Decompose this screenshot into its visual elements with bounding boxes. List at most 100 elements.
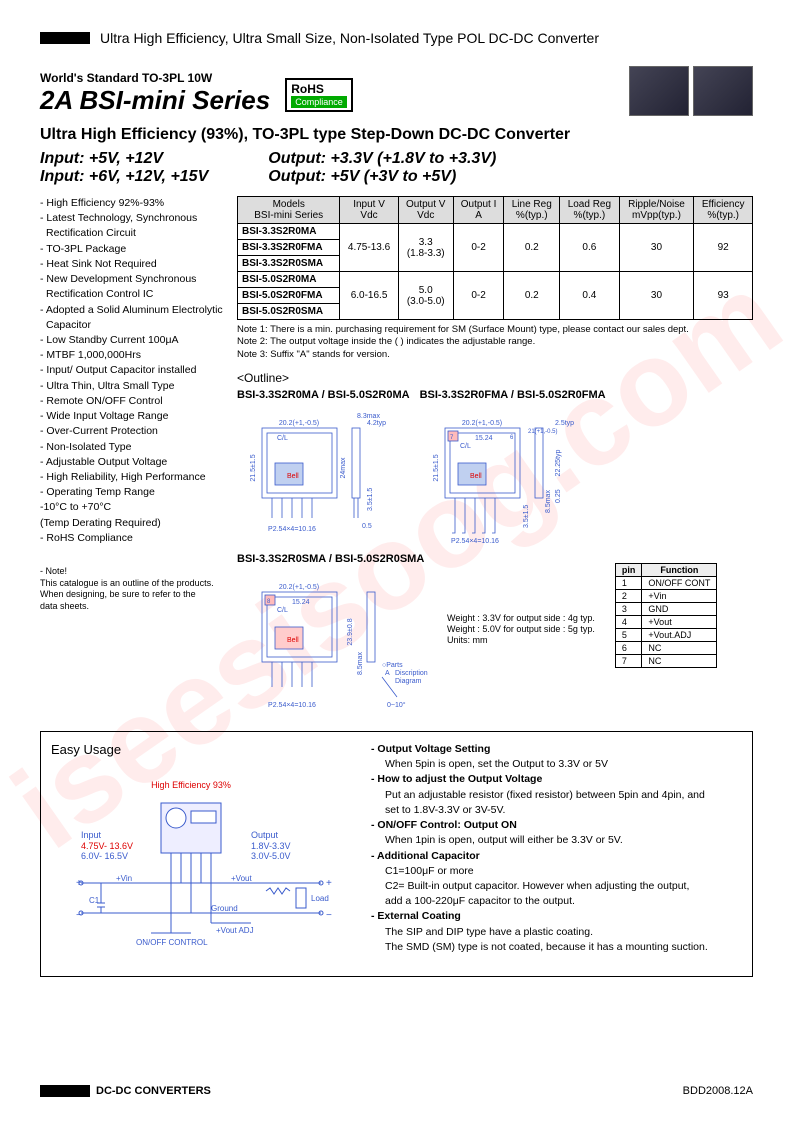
spec-cell: 0.6 bbox=[560, 224, 620, 272]
outline-label-a: BSI-3.3S2R0MA / BSI-5.0S2R0MA bbox=[237, 389, 410, 401]
pin-cell: ON/OFF CONT bbox=[642, 577, 717, 590]
spec-header: Output IA bbox=[453, 197, 504, 224]
feature-item: - Over-Current Protection bbox=[40, 424, 225, 439]
spec-model: BSI-5.0S2R0SMA bbox=[238, 304, 340, 320]
weight-note: Weight : 3.3V for output side : 4g typ. … bbox=[447, 613, 595, 645]
pin-cell: 2 bbox=[615, 590, 642, 603]
table-note: Note 3: Suffix "A" stands for version. bbox=[237, 349, 753, 361]
table-note: Note 1: There is a min. purchasing requi… bbox=[237, 324, 753, 336]
svg-text:ON/OFF CONTROL: ON/OFF CONTROL bbox=[136, 938, 208, 947]
spec-header: Output VVdc bbox=[398, 197, 453, 224]
svg-text:−: − bbox=[76, 910, 82, 921]
spec-header: ModelsBSI-mini Series bbox=[238, 197, 340, 224]
pin-cell: 7 bbox=[615, 655, 642, 668]
spec-model: BSI-3.3S2R0MA bbox=[238, 224, 340, 240]
feature-item: - RoHS Compliance bbox=[40, 531, 225, 546]
svg-text:Bell: Bell bbox=[287, 473, 299, 480]
product-photo-icon bbox=[693, 66, 753, 116]
weight-line: Units: mm bbox=[447, 635, 595, 646]
outline-drawing-a: 20.2(+1,-0.5) 8.3max 4.2typ 21.5±1.5 24m… bbox=[237, 403, 407, 543]
spec-table: ModelsBSI-mini SeriesInput VVdcOutput VV… bbox=[237, 196, 753, 320]
svg-text:P2.54×4=10.16: P2.54×4=10.16 bbox=[268, 526, 316, 533]
svg-text:15.24: 15.24 bbox=[475, 435, 493, 442]
spec-model: BSI-5.0S2R0FMA bbox=[238, 288, 340, 304]
svg-text:Bell: Bell bbox=[470, 473, 482, 480]
catalog-note-line: - Note! bbox=[40, 566, 225, 578]
spec-model: BSI-5.0S2R0MA bbox=[238, 272, 340, 288]
outline-label-b: BSI-3.3S2R0FMA / BSI-5.0S2R0FMA bbox=[420, 389, 606, 401]
rohs-bottom: Compliance bbox=[291, 96, 347, 108]
svg-text:C/L: C/L bbox=[460, 443, 471, 450]
spec-cell: 0-2 bbox=[453, 224, 504, 272]
usage-line: When 5pin is open, set the Output to 3.3… bbox=[371, 757, 742, 772]
svg-text:A: A bbox=[385, 670, 390, 677]
spec-header: Load Reg%(typ.) bbox=[560, 197, 620, 224]
svg-text:15.24: 15.24 bbox=[292, 599, 310, 606]
outline-drawing-c: 20.2(+1,-0.5) 15.24 C/L 8 Bell P2.54×4=1… bbox=[237, 567, 437, 717]
pin-cell: NC bbox=[642, 642, 717, 655]
catalog-note-line: When designing, be sure to refer to the bbox=[40, 589, 225, 601]
feature-item: - Non-Isolated Type bbox=[40, 440, 225, 455]
svg-text:+Vout ADJ: +Vout ADJ bbox=[216, 926, 254, 935]
spec-cell: 5.0(3.0-5.0) bbox=[398, 272, 453, 320]
pin-cell: GND bbox=[642, 603, 717, 616]
top-bar: Ultra High Efficiency, Ultra Small Size,… bbox=[40, 30, 753, 46]
svg-text:2.5typ: 2.5typ bbox=[555, 420, 574, 427]
svg-text:Load: Load bbox=[311, 894, 329, 903]
header-row: World's Standard TO-3PL 10W 2A BSI-mini … bbox=[40, 66, 753, 116]
product-photos bbox=[629, 66, 753, 116]
svg-text:C1: C1 bbox=[89, 896, 100, 905]
svg-text:P2.54×4=10.16: P2.54×4=10.16 bbox=[451, 538, 499, 543]
pin-cell: NC bbox=[642, 655, 717, 668]
usage-line: When 1pin is open, output will either be… bbox=[371, 833, 742, 848]
footer: DC-DC CONVERTERS BDD2008.12A bbox=[40, 1085, 753, 1097]
svg-text:1.8V-3.3V: 1.8V-3.3V bbox=[251, 841, 291, 851]
feature-item: - Operating Temp Range bbox=[40, 485, 225, 500]
spec-cell: 4.75-13.6 bbox=[340, 224, 398, 272]
worlds-standard: World's Standard TO-3PL 10W bbox=[40, 71, 270, 85]
svg-text:6.0V- 16.5V: 6.0V- 16.5V bbox=[81, 851, 128, 861]
input-line-2: Input: +6V, +12V, +15V bbox=[40, 168, 208, 186]
svg-text:6: 6 bbox=[510, 435, 514, 441]
feature-item: - High Efficiency 92%-93% bbox=[40, 196, 225, 211]
svg-text:8.5max: 8.5max bbox=[357, 652, 364, 675]
spec-cell: 0.4 bbox=[560, 272, 620, 320]
svg-text:Output: Output bbox=[251, 830, 279, 840]
svg-text:0.5: 0.5 bbox=[362, 523, 372, 530]
svg-text:20.2(+1,-0.5): 20.2(+1,-0.5) bbox=[461, 420, 501, 427]
spec-cell: 30 bbox=[619, 272, 694, 320]
feature-item: - Ultra Thin, Ultra Small Type bbox=[40, 379, 225, 394]
catalog-note-line: This catalogue is an outline of the prod… bbox=[40, 578, 225, 590]
feature-item: - Input/ Output Capacitor installed bbox=[40, 363, 225, 378]
features-list: - High Efficiency 92%-93%- Latest Techno… bbox=[40, 196, 225, 546]
pin-cell: 5 bbox=[615, 629, 642, 642]
svg-text:0.25: 0.25 bbox=[555, 489, 562, 503]
feature-item: - Adjustable Output Voltage bbox=[40, 455, 225, 470]
spec-cell: 92 bbox=[694, 224, 753, 272]
svg-text:+: + bbox=[326, 878, 332, 889]
catalog-note: - Note! This catalogue is an outline of … bbox=[40, 566, 225, 613]
product-photo-icon bbox=[629, 66, 689, 116]
svg-text:8.3max: 8.3max bbox=[357, 413, 380, 420]
feature-item: - New Development Synchronous Rectificat… bbox=[40, 272, 225, 302]
usage-line: add a 100-220μF capacitor to the output. bbox=[371, 894, 742, 909]
outline-drawing-b: 20.2(+1,-0.5) 15.24 C/L 2.5typ 21.5±1.5 … bbox=[420, 403, 590, 543]
io-row: Input: +5V, +12V Input: +6V, +12V, +15V … bbox=[40, 150, 753, 186]
svg-text:0~10°: 0~10° bbox=[387, 701, 406, 709]
output-line-1: Output: +3.3V (+1.8V to +3.3V) bbox=[268, 150, 496, 168]
svg-text:Input: Input bbox=[81, 830, 102, 840]
easy-usage-box: Easy Usage High Efficiency 93% bbox=[40, 731, 753, 977]
usage-heading: - Output Voltage Setting bbox=[371, 742, 742, 757]
feature-item: - Heat Sink Not Required bbox=[40, 257, 225, 272]
feature-item: - MTBF 1,000,000Hrs bbox=[40, 348, 225, 363]
svg-text:High Efficiency 93%: High Efficiency 93% bbox=[151, 780, 231, 790]
pin-header: Function bbox=[642, 564, 717, 577]
spec-cell: 93 bbox=[694, 272, 753, 320]
feature-item: - Adopted a Solid Aluminum Electrolytic … bbox=[40, 303, 225, 333]
usage-line: Put an adjustable resistor (fixed resist… bbox=[371, 788, 742, 803]
usage-heading: - ON/OFF Control: Output ON bbox=[371, 818, 742, 833]
output-line-2: Output: +5V (+3V to +5V) bbox=[268, 168, 496, 186]
top-title: Ultra High Efficiency, Ultra Small Size,… bbox=[100, 30, 599, 46]
pin-cell: 3 bbox=[615, 603, 642, 616]
usage-line: The SIP and DIP type have a plastic coat… bbox=[371, 925, 742, 940]
